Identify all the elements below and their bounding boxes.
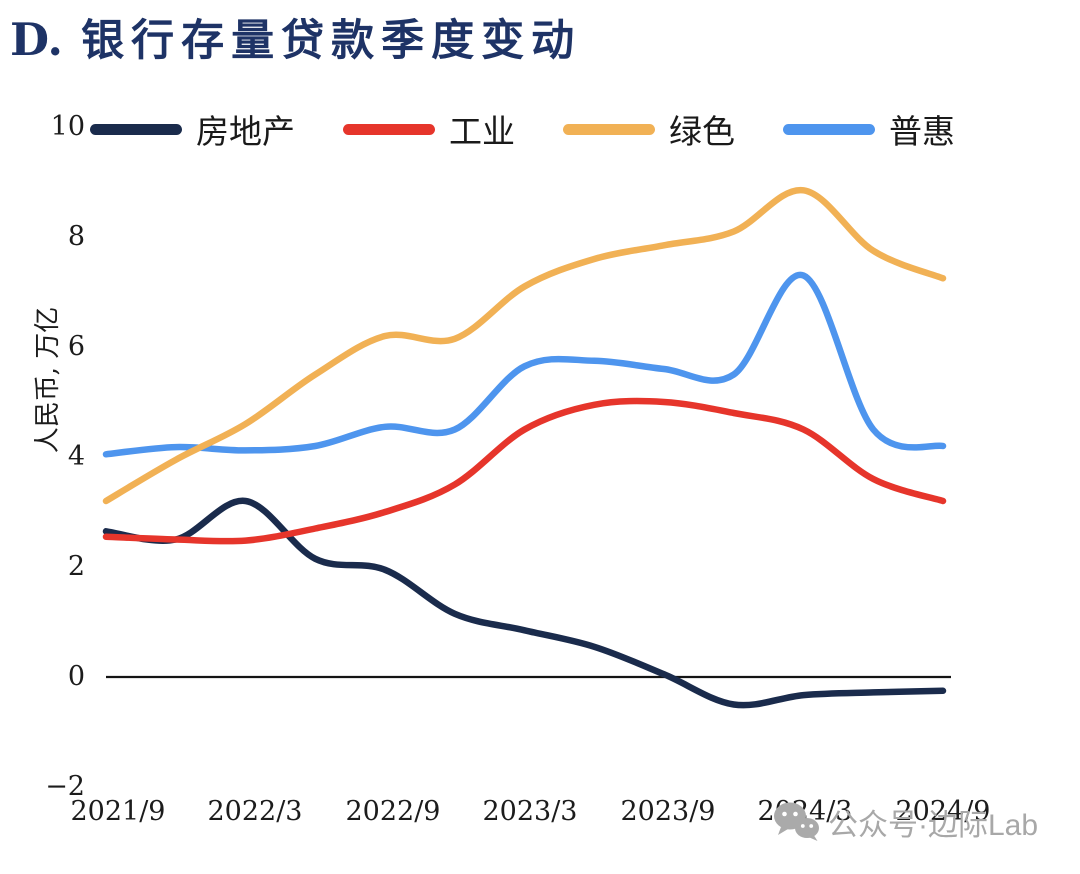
series-line-1 <box>102 397 947 545</box>
series-lines <box>102 187 947 709</box>
title-prefix: D. <box>10 13 64 66</box>
x-tick-2021-9: 2021/9 <box>70 796 166 827</box>
x-tick-2022-3: 2022/3 <box>207 796 303 827</box>
y-tick-6: 6 <box>67 331 85 362</box>
y-tick-10: 10 <box>50 111 85 142</box>
wechat-icon <box>774 802 819 841</box>
watermark-text: 公众号·边际Lab <box>828 809 1039 842</box>
y-tick-4: 4 <box>67 441 85 472</box>
series-line-0 <box>102 497 947 709</box>
x-tick-2024-9: 2024/9 <box>895 796 991 827</box>
x-tick-2022-9: 2022/9 <box>345 796 441 827</box>
y-tick-8: 8 <box>67 221 85 252</box>
y-tick-neg2: −2 <box>45 771 85 802</box>
legend-item-inclusive: 普惠 <box>783 109 955 151</box>
x-tick-2023-3: 2023/3 <box>482 796 578 827</box>
page-title: D. 银行存量贷款季度变动 <box>10 6 581 68</box>
legend-swatch-industry <box>343 123 435 135</box>
legend-item-industry: 工业 <box>343 109 515 151</box>
title-text: 银行存量贷款季度变动 <box>81 16 582 66</box>
legend-label-green: 绿色 <box>669 112 735 151</box>
legend-swatch-green <box>563 123 655 135</box>
series-line-2 <box>102 187 947 505</box>
legend-label-industry: 工业 <box>449 112 515 151</box>
legend-label-inclusive: 普惠 <box>889 112 955 151</box>
watermark: 公众号·边际Lab <box>772 800 1038 844</box>
y-tick-2: 2 <box>67 551 85 582</box>
legend-swatch-real-estate <box>90 123 182 135</box>
y-tick-0: 0 <box>67 661 85 692</box>
x-tick-2023-9: 2023/9 <box>620 796 716 827</box>
legend-swatch-inclusive <box>783 123 875 135</box>
series-line-3 <box>102 271 947 458</box>
legend-item-real-estate: 房地产 <box>90 109 295 151</box>
legend-item-green: 绿色 <box>563 109 735 151</box>
legend-label-real-estate: 房地产 <box>196 112 295 151</box>
